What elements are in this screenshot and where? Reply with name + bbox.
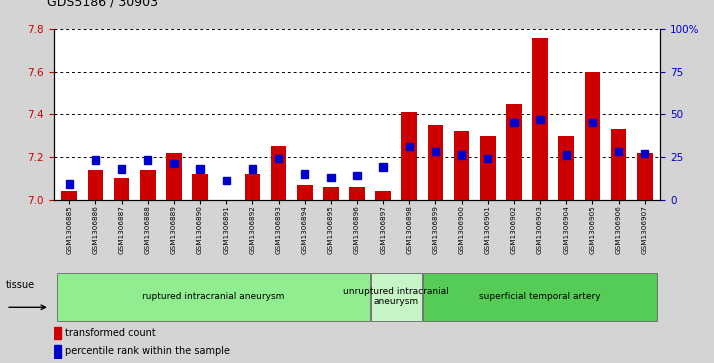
Bar — [610, 129, 626, 200]
Bar — [248, 165, 256, 172]
FancyBboxPatch shape — [423, 273, 658, 321]
Bar — [54, 345, 61, 358]
Bar — [376, 191, 391, 200]
Bar — [380, 163, 387, 171]
Bar — [114, 178, 129, 200]
Bar — [532, 38, 548, 200]
Bar — [144, 156, 151, 164]
Bar — [558, 136, 574, 200]
Bar — [637, 153, 653, 200]
Bar — [506, 104, 522, 200]
Bar — [91, 156, 99, 164]
Text: unruptured intracranial
aneurysm: unruptured intracranial aneurysm — [343, 287, 449, 306]
Bar — [54, 327, 61, 339]
Bar — [349, 187, 365, 200]
Bar — [244, 174, 260, 200]
Text: ruptured intracranial aneurysm: ruptured intracranial aneurysm — [142, 292, 284, 301]
Bar — [271, 146, 286, 200]
Bar — [118, 165, 125, 172]
Bar — [641, 150, 648, 157]
Bar — [589, 119, 596, 126]
Bar — [585, 72, 600, 200]
Bar — [327, 174, 334, 181]
Bar — [192, 174, 208, 200]
FancyBboxPatch shape — [371, 273, 422, 321]
Bar — [536, 115, 544, 123]
Bar — [484, 155, 491, 162]
Bar — [166, 153, 182, 200]
Bar — [615, 148, 623, 155]
Bar — [428, 125, 443, 200]
Text: transformed count: transformed count — [65, 328, 156, 338]
Bar — [140, 170, 156, 200]
Text: GDS5186 / 30903: GDS5186 / 30903 — [47, 0, 159, 9]
FancyBboxPatch shape — [56, 273, 370, 321]
Text: superficial temporal artery: superficial temporal artery — [479, 292, 601, 301]
Bar — [66, 180, 73, 188]
Bar — [454, 131, 470, 200]
Bar — [223, 177, 230, 184]
Text: tissue: tissue — [6, 280, 35, 290]
Bar — [61, 191, 77, 200]
Bar — [88, 170, 104, 200]
Bar — [563, 151, 570, 159]
Bar — [301, 170, 308, 178]
Bar — [196, 165, 203, 172]
Bar — [511, 119, 518, 126]
Bar — [323, 187, 338, 200]
Bar — [170, 160, 178, 167]
Bar — [401, 112, 417, 200]
Bar — [275, 155, 282, 162]
Bar — [406, 143, 413, 150]
Text: percentile rank within the sample: percentile rank within the sample — [65, 346, 230, 356]
Bar — [353, 172, 361, 179]
Bar — [297, 185, 313, 200]
Bar — [480, 136, 496, 200]
Bar — [432, 148, 439, 155]
Bar — [458, 151, 466, 159]
